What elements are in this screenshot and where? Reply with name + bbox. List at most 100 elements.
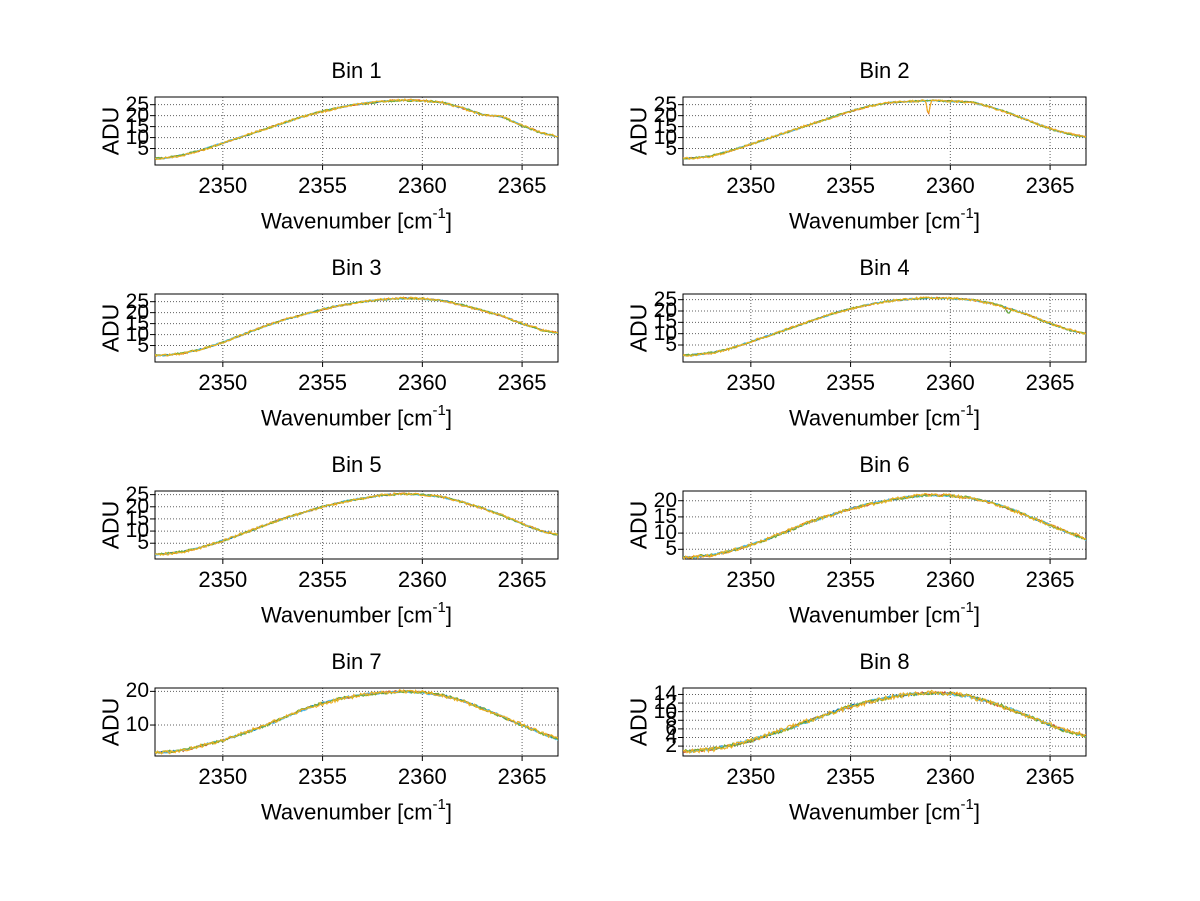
y-tick-label: 15 <box>125 506 149 530</box>
x-tick-label: 2350 <box>198 370 248 395</box>
y-tick-label: 10 <box>653 521 677 545</box>
x-axis-label: Wavenumber [cm-1] <box>260 599 453 628</box>
y-tick-label: 5 <box>137 333 149 357</box>
plot-area-4 <box>678 293 1087 367</box>
y-tick-label: 10 <box>125 322 149 346</box>
spectrum-series-4 <box>155 297 558 356</box>
y-tick-label: 5 <box>137 136 149 160</box>
x-tick-label: 2350 <box>198 764 248 789</box>
spectrum-series-2 <box>155 98 558 160</box>
spectrum-series-5 <box>683 99 1086 161</box>
x-tick-label: 2360 <box>397 567 447 592</box>
y-tick-label: 15 <box>653 310 677 334</box>
y-tick-label: 10 <box>653 321 677 345</box>
x-axis-label: Wavenumber [cm-1] <box>788 205 981 234</box>
x-axis-label: Wavenumber [cm-1] <box>260 402 453 431</box>
plot-area-8 <box>678 687 1087 761</box>
y-tick-label: 25 <box>125 482 149 506</box>
x-tick-label: 2365 <box>1025 764 1075 789</box>
plot-area-6 <box>678 490 1087 564</box>
subplot-title-bin-4: Bin 4 <box>859 255 910 280</box>
y-tick-label: 20 <box>653 488 677 512</box>
y-tick-label: 20 <box>125 300 149 324</box>
x-axis-label: Wavenumber [cm-1] <box>788 796 981 825</box>
spectrum-series-4 <box>155 689 558 754</box>
spectrum-series-1 <box>155 297 558 357</box>
y-tick-label: 15 <box>125 114 149 138</box>
y-tick-label: 20 <box>653 299 677 322</box>
spectrum-series-2 <box>155 297 558 357</box>
x-tick-label: 2355 <box>826 567 876 592</box>
spectrum-series-4 <box>683 296 1086 357</box>
spectrum-series-5 <box>683 296 1086 358</box>
plot-area-3 <box>150 293 559 367</box>
x-tick-label: 2365 <box>1025 173 1075 198</box>
spectrum-series-2 <box>683 296 1086 357</box>
y-tick-label: 14 <box>653 682 677 706</box>
plot-area-5 <box>150 490 559 564</box>
x-tick-label: 2360 <box>925 173 975 198</box>
x-tick-label: 2355 <box>826 173 876 198</box>
y-tick-label: 20 <box>653 103 677 127</box>
x-tick-label: 2350 <box>726 173 776 198</box>
subplot-title-bin-5: Bin 5 <box>331 452 382 477</box>
x-tick-label: 2355 <box>298 370 348 395</box>
x-tick-label: 2360 <box>397 764 447 789</box>
spectrum-series-3 <box>155 297 558 357</box>
x-tick-label: 2365 <box>497 173 547 198</box>
x-tick-label: 2355 <box>826 764 876 789</box>
y-tick-label: 8 <box>665 708 677 732</box>
spectrum-series-5 <box>155 296 558 357</box>
y-tick-label: 10 <box>125 519 149 543</box>
y-tick-label: 25 <box>653 92 677 116</box>
x-tick-label: 2360 <box>397 370 447 395</box>
y-tick-label: 25 <box>653 287 677 311</box>
spectrum-series-1 <box>683 297 1086 357</box>
y-tick-label: 12 <box>653 691 677 715</box>
spectrum-series-5 <box>155 688 558 755</box>
spectrum-series-5 <box>155 491 558 557</box>
x-tick-label: 2350 <box>726 764 776 789</box>
y-tick-label: 10 <box>125 125 149 149</box>
y-tick-label: 15 <box>653 114 677 138</box>
y-tick-label: 25 <box>125 92 149 116</box>
y-tick-label: 10 <box>653 699 677 723</box>
y-tick-label: 2 <box>665 734 677 758</box>
x-tick-label: 2365 <box>1025 567 1075 592</box>
subplot-title-bin-1: Bin 1 <box>331 58 382 83</box>
spectrum-series-1 <box>683 99 1086 160</box>
y-tick-label: 5 <box>665 537 677 561</box>
x-tick-label: 2360 <box>397 173 447 198</box>
y-tick-label: 20 <box>125 679 149 703</box>
x-axis-label: Wavenumber [cm-1] <box>260 205 453 234</box>
subplot-title-bin-3: Bin 3 <box>331 255 382 280</box>
spectrum-series-5 <box>683 689 1086 754</box>
x-tick-label: 2350 <box>198 173 248 198</box>
y-tick-label: 15 <box>653 504 677 528</box>
y-tick-label: 4 <box>665 725 677 749</box>
y-tick-label: 10 <box>125 713 149 737</box>
y-tick-label: 5 <box>137 531 149 555</box>
y-tick-label: 20 <box>125 103 149 127</box>
x-axis-label: Wavenumber [cm-1] <box>260 796 453 825</box>
x-tick-label: 2360 <box>925 370 975 395</box>
x-tick-label: 2365 <box>497 764 547 789</box>
subplot-title-bin-6: Bin 6 <box>859 452 910 477</box>
x-tick-label: 2355 <box>298 567 348 592</box>
spectrum-series-3 <box>683 99 1086 160</box>
subplot-title-bin-8: Bin 8 <box>859 649 910 674</box>
subplot-title-bin-7: Bin 7 <box>331 649 382 674</box>
x-axis-label: Wavenumber [cm-1] <box>788 599 981 628</box>
plot-area-2 <box>678 96 1087 170</box>
x-tick-label: 2350 <box>726 370 776 395</box>
x-axis-label: Wavenumber [cm-1] <box>788 402 981 431</box>
spectrum-series-3 <box>155 493 558 556</box>
plot-area-7 <box>150 687 559 761</box>
spectrum-series-3 <box>683 297 1086 357</box>
y-tick-label: 5 <box>665 136 677 160</box>
x-tick-label: 2355 <box>826 370 876 395</box>
x-tick-label: 2360 <box>925 567 975 592</box>
spectrum-series-2 <box>683 99 1086 160</box>
x-tick-label: 2360 <box>925 764 975 789</box>
